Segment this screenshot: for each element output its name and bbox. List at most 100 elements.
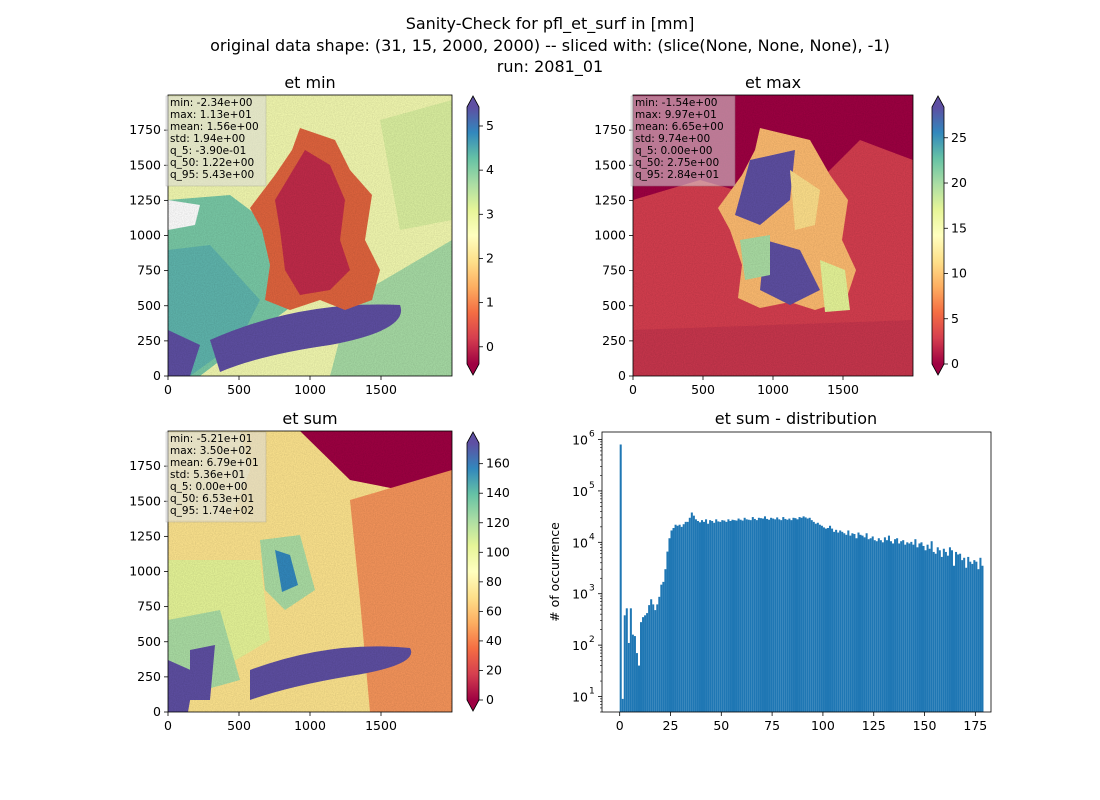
histogram-bar <box>751 517 754 712</box>
histogram-bar <box>635 653 638 712</box>
colorbar-tick-label: 5 <box>486 118 494 133</box>
histogram-bar <box>629 608 632 712</box>
stat-line: std: 1.94e+00 <box>170 133 245 145</box>
histogram-bar <box>772 518 775 712</box>
histogram-bar <box>644 615 647 712</box>
histogram-bar <box>912 544 915 712</box>
histogram-bar <box>753 518 756 712</box>
y-tick-exponent: 1 <box>589 687 595 697</box>
histogram-bar <box>664 569 667 712</box>
histogram-bar <box>849 535 852 712</box>
axes-frame <box>601 431 992 713</box>
colorbar: 0 5 10 15 20 25 <box>931 95 967 376</box>
histogram-bar <box>820 525 823 712</box>
y-tick-label: 500 <box>137 298 161 313</box>
histogram-bar <box>861 535 864 712</box>
x-tick-label: 75 <box>764 718 780 733</box>
histogram-bar <box>881 542 884 712</box>
colorbar-tick-label: 4 <box>486 162 494 177</box>
histogram-bar <box>741 520 744 712</box>
histogram-bar <box>963 557 966 712</box>
histogram-bar <box>660 584 663 712</box>
histogram-bar <box>959 553 962 712</box>
histogram-bar <box>920 542 923 712</box>
histogram-bar <box>668 538 671 712</box>
histogram-bar <box>981 565 984 712</box>
x-tick-label: 150 <box>913 718 937 733</box>
histogram-bar <box>711 520 714 712</box>
stat-line: q_5: -3.90e-01 <box>170 145 246 157</box>
y-tick-exponent: 5 <box>589 481 595 491</box>
histogram-bar <box>684 521 687 712</box>
histogram-bar <box>707 523 710 712</box>
histogram-bar <box>875 541 878 712</box>
x-tick-label: 1000 <box>294 382 326 397</box>
colorbar-tick-label: 15 <box>951 220 967 235</box>
colorbar: 0 20 40 60 80 100 120 140 160 <box>466 431 510 712</box>
histogram-bar <box>757 517 760 712</box>
histogram-bar <box>692 515 695 712</box>
histogram-bar <box>700 520 704 712</box>
colorbar-tick-label: 100 <box>486 544 510 559</box>
histogram-bar <box>788 518 791 712</box>
histogram-bar <box>646 613 649 712</box>
colorbar-gradient <box>467 107 479 364</box>
y-tick-label: 1500 <box>129 157 161 172</box>
histogram-bar <box>900 541 903 712</box>
histogram-bar <box>892 543 895 712</box>
histogram-bar <box>619 444 622 712</box>
histogram-bar <box>743 517 746 712</box>
stat-line: mean: 6.79e+01 <box>170 457 259 469</box>
histogram-bar <box>796 519 799 712</box>
histogram-bar <box>640 622 643 712</box>
histogram-bar <box>885 540 888 712</box>
histogram-bar <box>942 548 945 712</box>
histogram-bar <box>930 541 933 712</box>
stat-line: q_50: 1.22e+00 <box>170 157 254 169</box>
colorbar-tick-label: 10 <box>951 266 967 281</box>
histogram-bar <box>658 596 661 712</box>
x-axis: 0 25 50 75 100 125 150 175 <box>616 712 987 733</box>
histogram-bar <box>713 522 716 712</box>
histogram-bar <box>865 533 868 712</box>
histogram-bar <box>759 518 762 712</box>
histogram-bar <box>725 521 728 712</box>
x-tick-label: 500 <box>691 382 715 397</box>
colorbar-extend-max <box>467 432 479 443</box>
histogram-bar <box>623 615 626 712</box>
colorbar-extend-min <box>932 364 944 375</box>
chart-title: et sum - distribution <box>715 409 877 428</box>
histogram-bar <box>845 534 848 712</box>
x-tick-label: 175 <box>963 718 987 733</box>
histogram-bar <box>902 540 905 712</box>
histogram-bar <box>727 519 730 712</box>
histogram-bar <box>889 541 893 712</box>
histogram-bar <box>696 520 699 712</box>
y-tick-exponent: 2 <box>589 635 595 645</box>
stat-line: mean: 1.56e+00 <box>170 121 259 133</box>
histogram-bar <box>952 565 956 712</box>
histogram-bar <box>871 536 874 712</box>
y-tick-label: 0 <box>153 704 161 719</box>
histogram-bar <box>784 518 787 712</box>
figure-title-line-2: original data shape: (31, 15, 2000, 2000… <box>210 36 890 55</box>
stat-line: q_95: 2.84e+01 <box>635 169 719 181</box>
histogram-bar <box>705 519 708 712</box>
histogram-bar <box>709 520 712 712</box>
x-axis: 0 500 1000 1500 <box>629 376 859 397</box>
histogram-bar <box>778 519 781 712</box>
histogram-bar <box>975 561 978 712</box>
histogram-bar <box>906 542 909 712</box>
histogram-bar <box>918 543 921 712</box>
colorbar-tick-label: 20 <box>486 662 502 677</box>
colorbar-tick-label: 0 <box>486 692 494 707</box>
x-tick-label: 100 <box>811 718 835 733</box>
histogram-bar <box>908 543 911 712</box>
y-tick-exponent: 3 <box>589 584 595 594</box>
colorbar-tick-label: 60 <box>486 603 502 618</box>
histogram-bar <box>853 534 856 712</box>
colorbar-extend-max <box>467 96 479 107</box>
histogram-bar <box>894 539 897 712</box>
histogram-bar <box>887 535 890 712</box>
